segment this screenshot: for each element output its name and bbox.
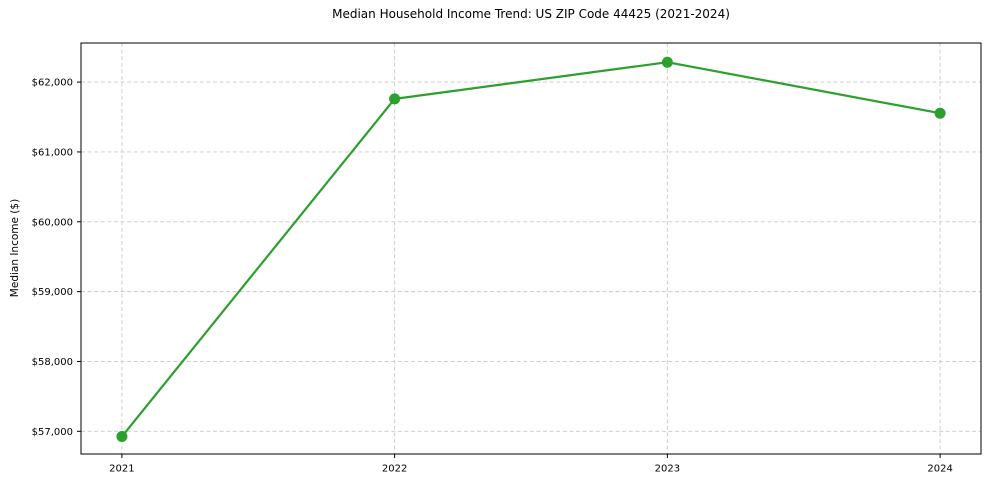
- data-point-marker: [116, 431, 128, 443]
- x-tick-label: 2021: [109, 464, 134, 475]
- y-tick-label: $57,000: [32, 427, 73, 438]
- x-tick-label: 2024: [927, 464, 952, 475]
- x-tick-label: 2022: [382, 464, 407, 475]
- data-point-marker: [661, 56, 673, 68]
- data-point-marker: [389, 93, 401, 105]
- data-point-marker: [934, 107, 946, 119]
- y-tick-label: $61,000: [32, 147, 73, 158]
- y-tick-label: $58,000: [32, 357, 73, 368]
- y-tick-label: $60,000: [32, 217, 73, 228]
- x-tick-label: 2023: [655, 464, 680, 475]
- y-tick-label: $59,000: [32, 287, 73, 298]
- trend-line: [120, 61, 942, 438]
- chart-title: Median Household Income Trend: US ZIP Co…: [332, 7, 730, 21]
- y-tick-label: $62,000: [32, 78, 73, 89]
- plot-border: [80, 42, 982, 455]
